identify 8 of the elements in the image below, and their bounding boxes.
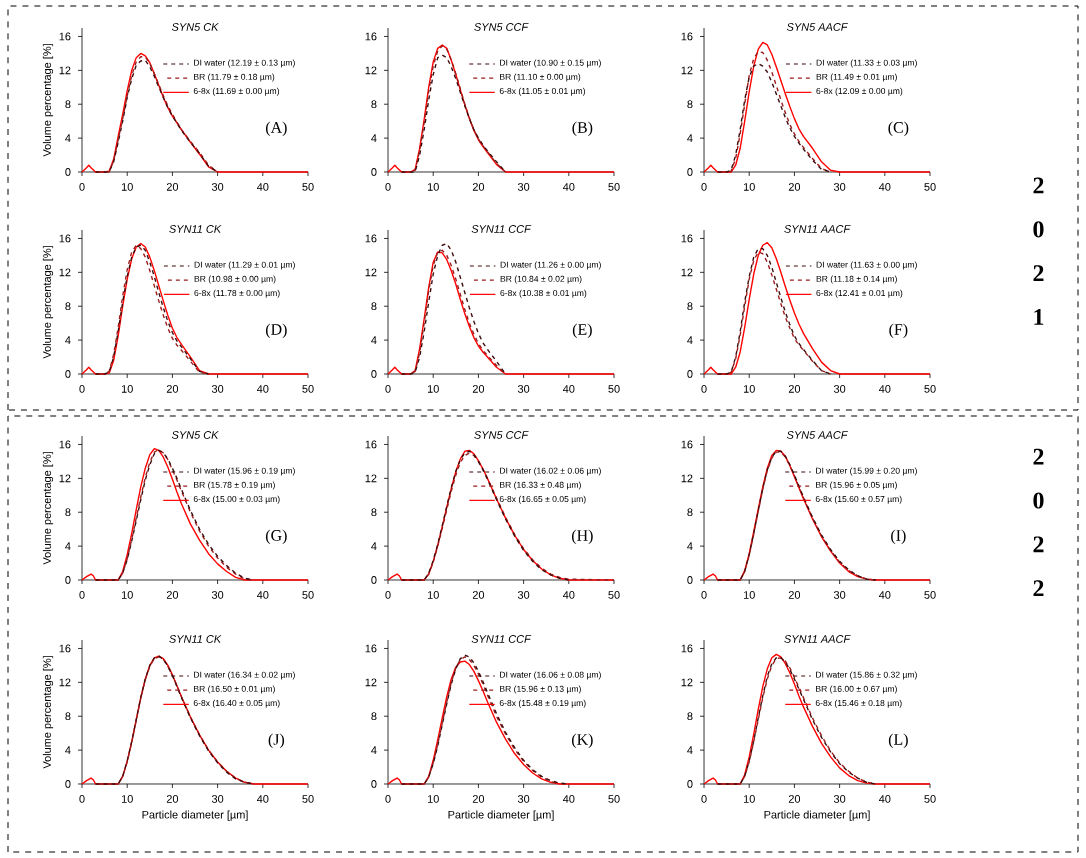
text: 0 <box>1033 221 1044 238</box>
text: 2 <box>1033 580 1044 597</box>
text: 2 <box>1033 448 1044 465</box>
text: 1 <box>1034 309 1044 325</box>
text: 2 <box>1033 265 1044 282</box>
text: 2 <box>1033 536 1044 553</box>
text: 0 <box>1033 492 1044 509</box>
text: 2 <box>1033 177 1044 194</box>
